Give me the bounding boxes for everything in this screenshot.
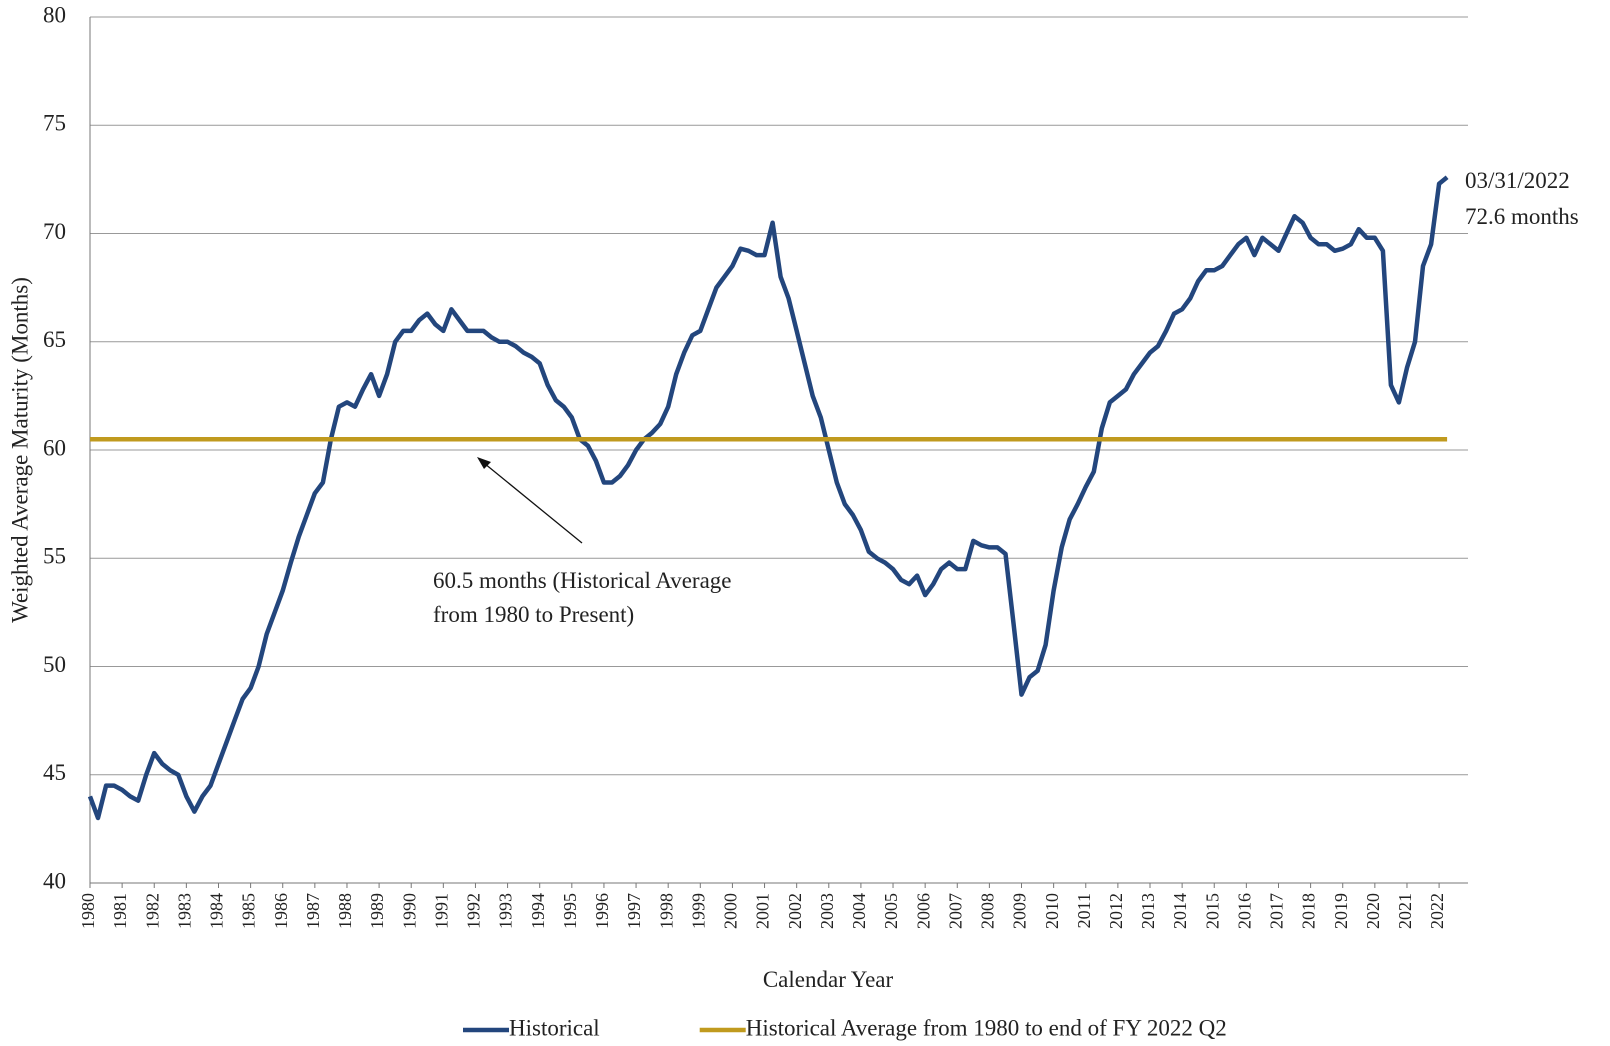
- y-tick-label: 45: [43, 760, 66, 785]
- y-tick-label: 80: [43, 2, 66, 27]
- x-tick-label: 2008: [978, 893, 998, 929]
- x-tick-label: 2012: [1106, 893, 1126, 929]
- x-tick-label: 2005: [881, 893, 901, 929]
- x-tick-label: 2018: [1299, 893, 1319, 929]
- y-axis-title: Weighted Average Maturity (Months): [7, 277, 32, 623]
- line-series: [87, 175, 1449, 821]
- average-annotation: 60.5 months (Historical Average: [433, 568, 732, 593]
- x-tick-label: 2006: [913, 893, 933, 929]
- x-tick-label: 2010: [1042, 893, 1062, 929]
- x-tick-label: 2004: [849, 893, 869, 929]
- x-tick-label: 2019: [1331, 893, 1351, 929]
- legend-label: Historical: [509, 1015, 600, 1040]
- y-tick-label: 70: [43, 219, 66, 244]
- x-tick-label: 1996: [592, 893, 612, 929]
- y-tick-label: 75: [43, 111, 66, 136]
- y-tick-label: 60: [43, 435, 66, 460]
- annotation-arrow: [478, 458, 583, 544]
- x-tick-label: 2017: [1267, 893, 1287, 929]
- x-tick-label: 1985: [239, 893, 259, 929]
- x-tick-label: 1988: [335, 893, 355, 929]
- x-tick-label: 2014: [1170, 893, 1190, 929]
- x-tick-label: 2021: [1395, 893, 1415, 929]
- x-tick-label: 1981: [110, 893, 130, 929]
- x-tick-label: 2002: [785, 893, 805, 929]
- x-tick-label: 1989: [367, 893, 387, 929]
- x-tick-label: 1984: [207, 893, 227, 929]
- x-tick-label: 1986: [271, 893, 291, 929]
- x-tick-label: 1993: [496, 893, 516, 929]
- x-tick-label: 2022: [1427, 893, 1447, 929]
- x-tick-label: 2001: [753, 893, 773, 929]
- x-tick-label: 2016: [1234, 893, 1254, 929]
- y-tick-label: 55: [43, 544, 66, 569]
- x-tick-label: 1997: [624, 893, 644, 929]
- x-axis-title: Calendar Year: [763, 967, 894, 992]
- x-tick-label: 2020: [1363, 893, 1383, 929]
- x-tick-label: 2009: [1010, 893, 1030, 929]
- x-tick-label: 1980: [78, 893, 98, 929]
- average-annotation: from 1980 to Present): [433, 602, 634, 627]
- legend-label: Historical Average from 1980 to end of F…: [746, 1015, 1227, 1040]
- x-tick-label: 1995: [560, 893, 580, 929]
- y-tick-label: 40: [43, 868, 66, 893]
- x-tick-label: 1999: [688, 893, 708, 929]
- x-tick-label: 1994: [528, 893, 548, 929]
- x-tick-label: 1987: [303, 893, 323, 929]
- x-tick-label: 1983: [174, 893, 194, 929]
- x-tick-label: 2011: [1074, 893, 1094, 928]
- x-tick-label: 2007: [945, 893, 965, 929]
- x-tick-label: 1998: [656, 893, 676, 929]
- end-annotation: 72.6 months: [1465, 204, 1579, 229]
- x-tick-label: 1991: [431, 893, 451, 929]
- x-tick-label: 2015: [1202, 893, 1222, 929]
- arrow-head: [477, 457, 491, 469]
- x-tick-label: 2003: [817, 893, 837, 929]
- end-annotation: 03/31/2022: [1465, 168, 1570, 193]
- y-tick-label: 50: [43, 652, 66, 677]
- x-tick-label: 1982: [142, 893, 162, 929]
- x-tick-label: 2000: [721, 893, 741, 929]
- x-tick-label: 1990: [399, 893, 419, 929]
- x-tick-label: 2013: [1138, 893, 1158, 929]
- x-tick-label: 1992: [464, 893, 484, 929]
- y-tick-label: 65: [43, 327, 66, 352]
